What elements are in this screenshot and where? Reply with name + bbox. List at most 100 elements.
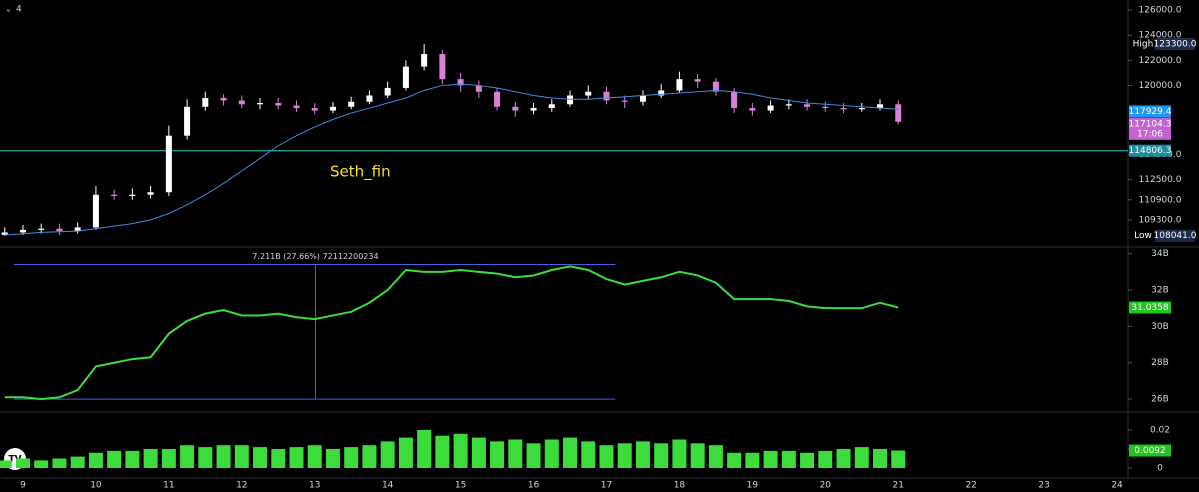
candle-body	[567, 95, 574, 105]
bar	[88, 452, 103, 468]
y-tick-label: 28B	[1151, 358, 1169, 368]
hline-label-box	[1129, 144, 1171, 157]
x-tick-label: 16	[528, 481, 540, 491]
y-tick-label: 0	[1157, 464, 1163, 474]
bar	[781, 450, 796, 468]
bar-label: 0.0092	[1134, 446, 1166, 456]
x-tick-label: 17	[601, 481, 612, 491]
bar	[34, 460, 49, 468]
high-box	[1155, 37, 1195, 50]
bar	[800, 452, 815, 468]
x-tick-label: 13	[309, 481, 320, 491]
x-tick-label: 19	[747, 481, 759, 491]
bar	[435, 435, 450, 468]
candle-body	[384, 87, 391, 96]
candle-body	[421, 54, 428, 67]
bar	[873, 449, 888, 468]
price-label: 117104.3	[1129, 119, 1172, 129]
bar	[581, 441, 596, 468]
bar	[490, 441, 505, 468]
high-value: 123300.0	[1154, 39, 1197, 49]
bar	[635, 441, 650, 468]
candle-body	[275, 103, 282, 106]
bar	[727, 452, 742, 468]
candle-body	[92, 194, 99, 228]
bar	[380, 441, 395, 468]
bar-label-box	[1129, 444, 1171, 457]
candle-body	[494, 91, 501, 107]
x-tick-label: 21	[893, 481, 904, 491]
candle-body	[585, 91, 592, 96]
candle-body	[402, 66, 409, 88]
candle-body	[220, 98, 227, 101]
x-tick-label: 9	[20, 481, 26, 491]
candle-body	[38, 228, 45, 230]
moving-average	[4, 83, 899, 236]
candle-body	[712, 81, 719, 92]
hline-label: 114806.3	[1129, 146, 1172, 156]
bar	[289, 447, 304, 468]
candle-body	[804, 104, 811, 107]
candle-body	[165, 135, 172, 193]
bar	[654, 443, 669, 468]
candle-body	[530, 108, 537, 111]
candle-body	[74, 227, 81, 232]
bar	[818, 450, 833, 468]
bar	[672, 439, 687, 468]
y-tick-label: 32B	[1151, 286, 1169, 296]
bar	[143, 449, 158, 468]
bar	[107, 450, 122, 468]
bar	[307, 445, 322, 468]
candle-body	[639, 95, 646, 102]
bar	[417, 430, 432, 468]
bar	[325, 449, 340, 468]
indicator-label-box	[1129, 301, 1171, 314]
ma-label-box	[1129, 105, 1171, 118]
candle-body	[147, 192, 154, 195]
x-tick-label: 20	[820, 481, 832, 491]
bar	[125, 450, 140, 468]
bar	[745, 452, 760, 468]
y-tick-label: 34B	[1151, 249, 1169, 259]
measure-label: 7.211B (27.66%) 72112200234	[252, 252, 378, 261]
candle-body	[548, 104, 555, 109]
collapse-icon[interactable]: ⌄	[5, 5, 12, 14]
svg-text:TV: TV	[8, 455, 21, 465]
candle-body	[621, 100, 628, 102]
bar	[398, 437, 413, 468]
bar	[198, 447, 213, 468]
candle-body	[129, 194, 136, 196]
bar	[0, 460, 12, 468]
candle-body	[767, 105, 774, 111]
candle-body	[840, 108, 847, 110]
y-tick-label: 110900.0	[1139, 195, 1182, 205]
candle-body	[457, 79, 464, 86]
low-value: 108041.0	[1154, 231, 1197, 241]
candle-body	[858, 108, 865, 110]
candle-body	[676, 79, 683, 91]
bar	[180, 445, 195, 468]
indicator-label: 31.0358	[1131, 303, 1168, 313]
y-tick-label: 30B	[1151, 322, 1169, 332]
candle-body	[439, 54, 446, 80]
bar	[362, 445, 377, 468]
candle-body	[785, 104, 792, 106]
candle-body	[184, 106, 191, 136]
bar	[161, 449, 176, 468]
candle-body	[293, 105, 300, 109]
bar	[271, 449, 286, 468]
bar	[544, 439, 559, 468]
candle-body	[348, 101, 355, 107]
bar	[508, 439, 523, 468]
x-tick-label: 24	[1111, 481, 1123, 491]
watermark: Seth_fin	[330, 163, 391, 182]
x-tick-label: 23	[1038, 481, 1049, 491]
candle-body	[56, 228, 63, 232]
bar	[708, 445, 723, 468]
bar	[891, 450, 906, 468]
candle-body	[749, 108, 756, 111]
candle-body	[658, 90, 665, 96]
candle-body	[822, 106, 829, 109]
bar	[690, 443, 705, 468]
bar	[234, 445, 249, 468]
